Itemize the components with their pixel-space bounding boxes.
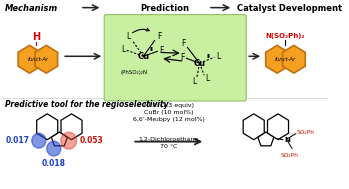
Text: II: II	[206, 54, 210, 59]
Text: Predictive tool for the regioselectivity: Predictive tool for the regioselectivity	[5, 100, 169, 109]
Polygon shape	[61, 114, 82, 140]
Text: SO₂Ph: SO₂Ph	[297, 130, 314, 135]
Text: CuBr (10 mol%): CuBr (10 mol%)	[144, 110, 193, 115]
Text: funct-Ar: funct-Ar	[27, 57, 49, 62]
Text: Catalyst Development: Catalyst Development	[237, 4, 342, 13]
Text: H: H	[32, 32, 40, 42]
Text: SO₂Ph: SO₂Ph	[280, 153, 298, 158]
FancyArrowPatch shape	[133, 28, 149, 33]
Text: 0.017: 0.017	[6, 136, 29, 145]
Text: Cu: Cu	[193, 59, 206, 68]
Text: 0.018: 0.018	[42, 159, 66, 167]
Text: N: N	[284, 137, 290, 143]
Polygon shape	[266, 45, 288, 73]
Text: 0.053: 0.053	[80, 136, 104, 145]
Text: F: F	[159, 46, 163, 55]
Polygon shape	[283, 45, 305, 73]
Polygon shape	[37, 114, 58, 140]
Text: L: L	[216, 52, 220, 61]
Circle shape	[32, 133, 46, 148]
Polygon shape	[35, 45, 58, 73]
Text: N(SO₂Ph)₂: N(SO₂Ph)₂	[266, 33, 305, 40]
Polygon shape	[51, 132, 67, 146]
Polygon shape	[243, 114, 264, 140]
Text: Cu: Cu	[138, 52, 149, 61]
FancyBboxPatch shape	[104, 15, 246, 101]
Text: Mechanism: Mechanism	[5, 4, 58, 13]
Text: L: L	[205, 74, 209, 83]
Text: (PhSO₂)₂N: (PhSO₂)₂N	[120, 70, 148, 75]
Text: L: L	[126, 32, 131, 41]
Text: L: L	[193, 77, 197, 86]
Polygon shape	[267, 114, 289, 140]
Circle shape	[61, 132, 77, 149]
Text: II: II	[150, 47, 154, 52]
Polygon shape	[258, 132, 274, 146]
Polygon shape	[18, 45, 41, 73]
Circle shape	[47, 141, 61, 156]
Text: Prediction: Prediction	[140, 4, 190, 13]
Text: F: F	[181, 39, 186, 48]
Text: NFSI (1.3 equiv): NFSI (1.3 equiv)	[144, 103, 194, 108]
Text: L: L	[121, 45, 125, 54]
Text: funct-Ar: funct-Ar	[275, 57, 296, 62]
Text: F: F	[180, 53, 185, 62]
Text: 70 °C: 70 °C	[160, 144, 177, 149]
Text: F: F	[157, 32, 162, 41]
Text: 6,6’-Me₂bpy (12 mol%): 6,6’-Me₂bpy (12 mol%)	[133, 117, 205, 122]
Text: 1,2-Dichloroethane: 1,2-Dichloroethane	[139, 137, 199, 142]
